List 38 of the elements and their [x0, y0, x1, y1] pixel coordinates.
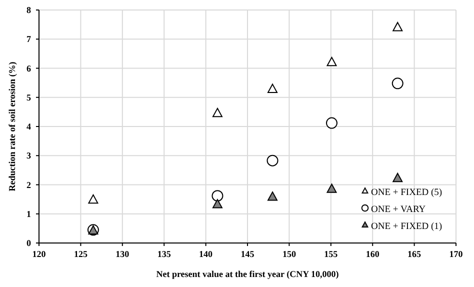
legend-label: ONE + VARY	[371, 205, 426, 215]
x-tick-label: 140	[199, 249, 214, 259]
x-tick-label: 150	[282, 249, 296, 259]
point	[266, 154, 278, 166]
point	[212, 190, 224, 202]
x-tick-label: 130	[116, 249, 130, 259]
point	[326, 56, 337, 66]
point	[212, 199, 222, 208]
y-tick-label: 4	[26, 122, 32, 132]
legend-label: ONE + FIXED (1)	[371, 222, 442, 232]
x-tick-label: 135	[157, 249, 172, 259]
y-axis-title: Reduction rate of soil erosion (%)	[7, 62, 17, 192]
point	[212, 108, 222, 118]
y-tick-label: 6	[26, 63, 32, 74]
x-tick-label: 125	[74, 249, 88, 259]
point	[392, 172, 403, 182]
y-tick-label: 8	[26, 5, 32, 15]
y-tick-label: 7	[26, 34, 32, 44]
y-tick-label: 1	[26, 208, 32, 219]
point	[326, 184, 337, 193]
y-tick-label: 2	[26, 180, 32, 190]
y-tick-label: 5	[26, 92, 32, 102]
x-tick-label: 120	[32, 249, 46, 259]
y-tick-label: 0	[26, 238, 32, 248]
x-tick-label: 155	[324, 249, 338, 259]
point	[392, 22, 403, 32]
x-axis-title: Net present value at the first year (CNY 10,000)	[156, 269, 339, 279]
x-tick-label: 160	[366, 249, 380, 259]
point	[88, 194, 98, 204]
x-tick-label: 165	[408, 249, 422, 259]
y-tick-label: 3	[26, 150, 32, 161]
x-tick-label: 145	[240, 249, 255, 259]
legend-label: ONE + FIXED (5)	[371, 188, 442, 198]
x-tick-label: 170	[449, 249, 464, 259]
point	[392, 78, 404, 90]
point	[326, 117, 338, 129]
point	[268, 84, 278, 93]
point	[268, 191, 278, 201]
